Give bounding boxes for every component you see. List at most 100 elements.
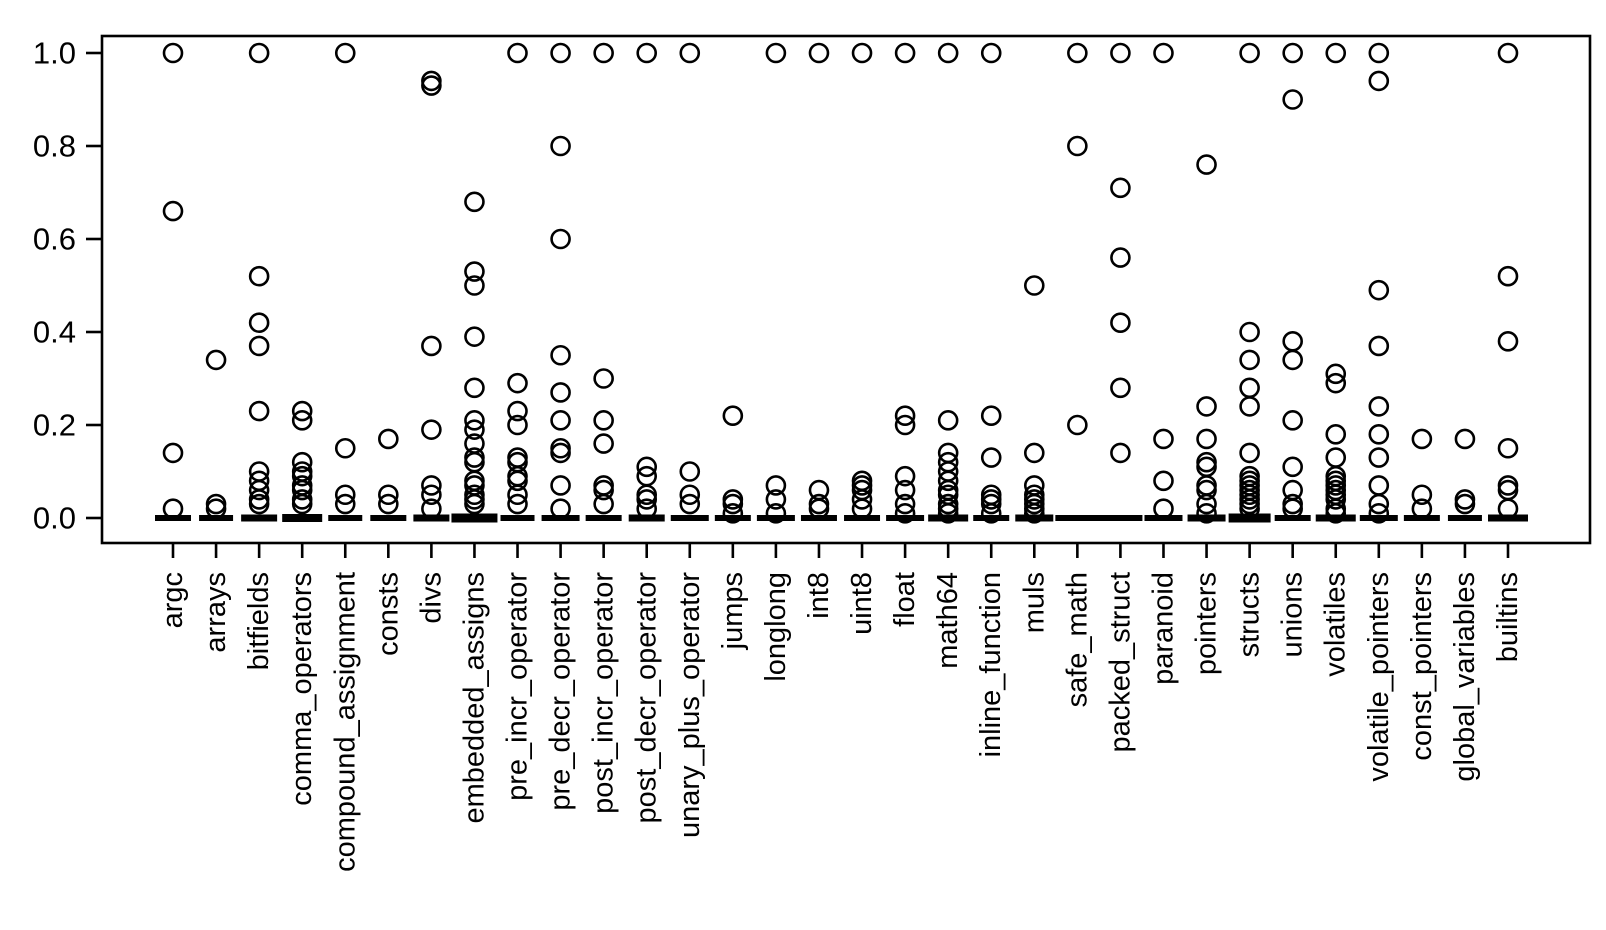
x-axis-label: packed_struct	[1104, 572, 1136, 753]
data-point	[378, 493, 399, 515]
data-point	[593, 368, 614, 389]
data-point	[1196, 396, 1217, 417]
data-point	[1497, 437, 1519, 459]
data-point	[851, 489, 873, 510]
x-axis-label: pointers	[1191, 572, 1223, 675]
zero-cluster-dash	[328, 515, 363, 521]
data-point	[1282, 456, 1303, 478]
zero-cluster-dash	[1098, 515, 1143, 521]
data-point	[421, 419, 442, 440]
data-point	[1110, 312, 1131, 334]
zero-cluster-dash	[241, 514, 278, 522]
data-point	[334, 493, 356, 515]
data-point	[1239, 377, 1260, 399]
data-point	[722, 493, 744, 515]
data-point	[1368, 423, 1390, 445]
data-point	[1239, 42, 1260, 64]
data-point	[507, 42, 528, 64]
data-point	[1497, 265, 1519, 287]
data-point	[1282, 498, 1303, 520]
data-point	[248, 42, 270, 64]
data-point	[291, 400, 313, 422]
x-axis-label: post_decr_operator	[631, 572, 663, 824]
data-point	[1239, 396, 1260, 417]
x-axis-label: volatiles	[1320, 572, 1352, 677]
x-axis-label: volatile_pointers	[1363, 572, 1395, 782]
data-point	[1325, 503, 1347, 524]
data-point	[636, 42, 658, 64]
data-point	[1282, 330, 1303, 352]
data-point	[550, 442, 571, 464]
data-point	[937, 410, 959, 431]
data-point	[1454, 428, 1476, 450]
x-axis-label: pre_incr_operator	[502, 572, 534, 801]
data-point	[593, 433, 614, 454]
data-point	[1282, 89, 1303, 110]
data-point	[1110, 177, 1131, 199]
data-point	[593, 493, 614, 515]
data-point	[507, 470, 528, 492]
data-point	[550, 475, 571, 496]
data-point	[980, 405, 1002, 427]
data-point	[162, 442, 184, 464]
data-point	[1239, 442, 1260, 464]
x-axis-label: global_variables	[1449, 572, 1481, 782]
data-point	[1153, 428, 1174, 450]
data-point	[421, 335, 442, 357]
data-point	[550, 382, 571, 403]
data-point	[291, 410, 313, 431]
data-point	[1110, 42, 1131, 64]
data-point	[679, 461, 701, 482]
data-point	[1153, 470, 1174, 492]
data-point	[550, 410, 571, 431]
data-point	[636, 489, 658, 510]
data-point	[1368, 279, 1390, 301]
data-point	[1411, 428, 1433, 450]
x-axis-label: inline_function	[975, 572, 1007, 757]
data-point	[722, 503, 744, 524]
data-point	[894, 493, 916, 515]
x-axis-label: longlong	[760, 572, 792, 682]
zero-cluster-dash	[756, 515, 795, 521]
data-point	[1497, 42, 1519, 64]
zero-cluster-dash	[1359, 515, 1398, 521]
data-point	[1023, 275, 1045, 296]
data-point	[851, 42, 873, 64]
data-point	[205, 498, 227, 520]
data-point	[507, 414, 528, 436]
data-point	[1325, 423, 1347, 445]
data-point	[1067, 414, 1088, 436]
data-point	[378, 484, 399, 506]
data-point	[464, 410, 485, 431]
y-axis-tick-label: 0.6	[33, 222, 76, 257]
data-point	[894, 479, 916, 501]
data-point	[980, 447, 1002, 468]
y-axis-tick-label: 0.0	[33, 501, 76, 536]
data-point	[205, 349, 227, 371]
data-point	[550, 42, 571, 64]
data-point	[1110, 377, 1131, 399]
data-point	[464, 419, 485, 440]
x-axis-label: argc	[157, 572, 189, 628]
data-point	[636, 498, 658, 520]
data-point	[421, 75, 442, 96]
x-axis-label: float	[889, 572, 921, 627]
data-point	[765, 489, 787, 510]
data-point	[1325, 42, 1347, 64]
data-point	[1196, 479, 1217, 501]
y-axis-tick-label: 0.4	[33, 315, 76, 350]
data-point	[937, 42, 959, 64]
data-point	[894, 465, 916, 487]
data-point	[248, 265, 270, 287]
data-point	[1196, 154, 1217, 175]
zero-cluster-dash	[714, 515, 751, 521]
data-point	[1368, 493, 1390, 515]
data-point	[1368, 396, 1390, 417]
data-point	[507, 484, 528, 506]
x-axis-label: jumps	[717, 572, 749, 650]
x-axis-label: builtins	[1492, 572, 1524, 662]
data-point	[1454, 493, 1476, 515]
data-point	[1368, 503, 1390, 524]
data-point	[980, 493, 1002, 515]
data-point	[464, 377, 485, 399]
